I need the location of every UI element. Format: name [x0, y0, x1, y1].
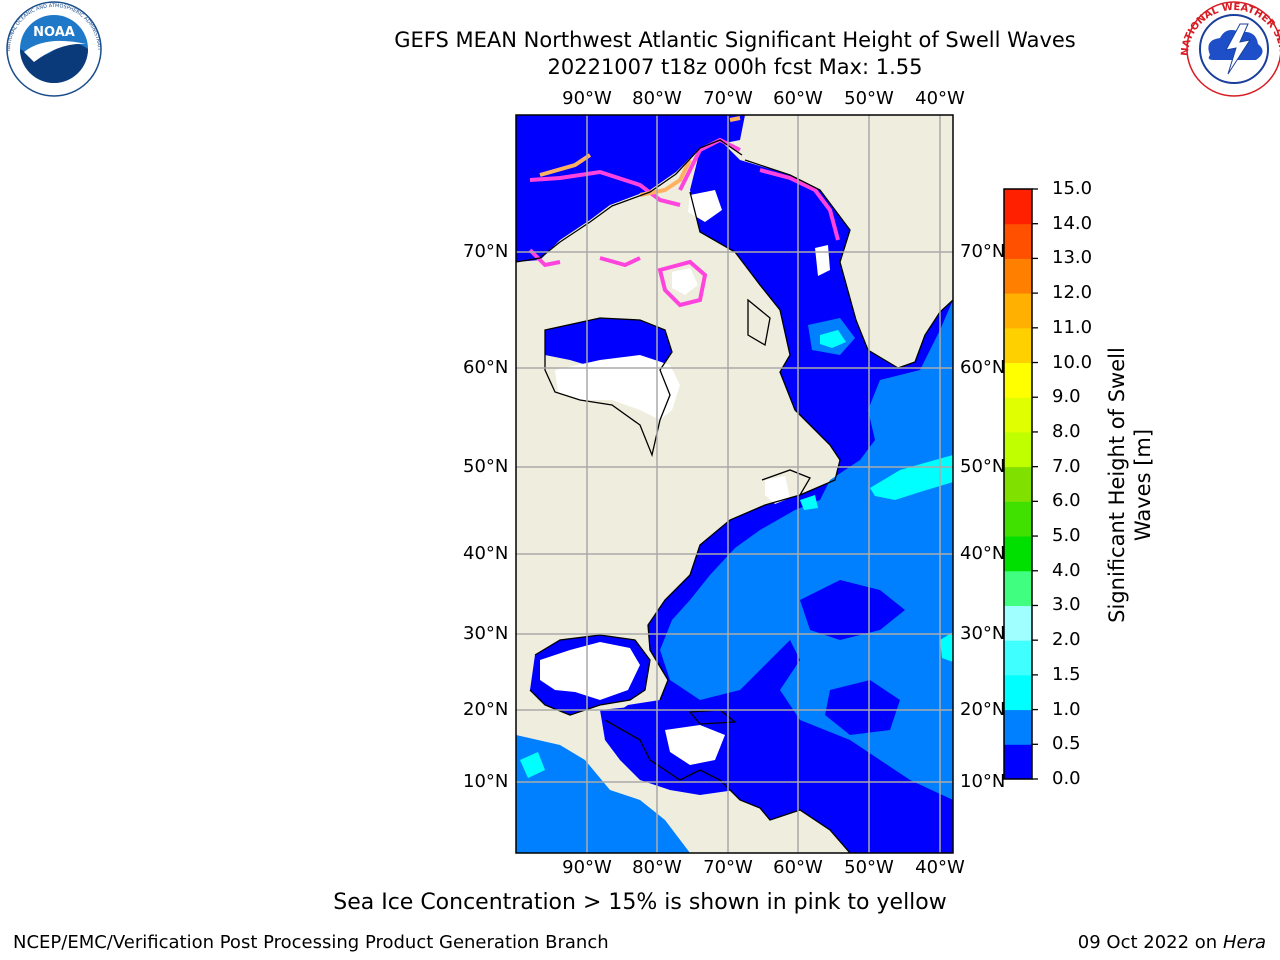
colorbar-tick-label: 0.5 [1052, 733, 1081, 755]
colorbar-tick-label: 9.0 [1052, 386, 1081, 408]
masked-area [540, 190, 830, 765]
colorbar-segment [1004, 709, 1032, 745]
lon-label-top-60w: 60°W [773, 88, 823, 109]
colorbar-frame [1003, 188, 1033, 780]
footer-date: 09 Oct 2022 on Hera [1078, 932, 1266, 953]
footer-date-text: 09 Oct 2022 on [1077, 932, 1218, 953]
swell-zone-high [800, 495, 818, 510]
lat-label-right-40n: 40°N [960, 543, 1006, 564]
colorbar-segment [1004, 189, 1032, 225]
colorbar-tick-label: 15.0 [1052, 178, 1093, 199]
colorbar-segment [1004, 327, 1032, 364]
ocean-region-pacific [516, 735, 690, 853]
colorbar-segment [1004, 744, 1032, 780]
lat-label-left-10n: 10°N [463, 771, 509, 792]
lat-label-right-60n: 60°N [960, 357, 1006, 378]
swell-zone-mid [660, 300, 953, 800]
swell-zone-mid [825, 680, 900, 735]
sea-ice-note: Sea Ice Concentration > 15% is shown in … [333, 890, 947, 915]
lat-label-right-20n: 20°N [960, 699, 1006, 720]
map-gridlines [516, 115, 953, 853]
colorbar-label: Significant Height of Swell Waves [m] [1105, 347, 1155, 623]
ocean-region-arctic [516, 115, 745, 262]
colorbar-segment [1004, 258, 1032, 294]
lon-label-top-50w: 50°W [844, 88, 894, 109]
lat-label-left-30n: 30°N [463, 623, 509, 644]
svg-text:NATIONAL WEATHER SERVICE: NATIONAL WEATHER SERVICE [0, 0, 1280, 60]
colorbar-tick-label: 14.0 [1052, 212, 1093, 234]
colorbar-tick-label: 0.0 [1052, 768, 1081, 789]
colorbar-tick-label: 1.0 [1052, 698, 1081, 720]
swell-zone-high [940, 632, 953, 662]
footer-credit: NCEP/EMC/Verification Post Processing Pr… [13, 932, 609, 953]
colorbar-tick-label: 1.5 [1052, 663, 1081, 685]
sea-ice-edge [539, 116, 741, 197]
lat-label-right-70n: 70°N [960, 241, 1006, 262]
colorbar-segment [1004, 223, 1032, 259]
lat-label-left-70n: 70°N [463, 241, 509, 262]
colorbar-tick-label: 5.0 [1052, 525, 1081, 547]
lat-label-left-60n: 60°N [463, 357, 509, 378]
colorbar-segment [1004, 674, 1032, 711]
colorbar-tick-label: 7.0 [1052, 455, 1081, 477]
coastlines [516, 139, 953, 853]
lon-label-bottom-60w: 60°W [773, 857, 823, 878]
colorbar-tick-label: 11.0 [1052, 316, 1093, 338]
colorbar-tick-label: 6.0 [1052, 490, 1081, 512]
map-frame [515, 114, 954, 854]
colorbar-tick-label: 3.0 [1052, 594, 1081, 616]
noaa-logo-text: NOAA [33, 25, 75, 40]
noaa-logo: NOAA NATIONAL OCEANIC AND ATMOSPHERIC AD… [0, 0, 102, 97]
lon-label-bottom-40w: 40°W [915, 857, 965, 878]
chart-subtitle: 20221007 t18z 000h fcst Max: 1.55 [547, 55, 923, 79]
colorbar-tick-label: 8.0 [1052, 420, 1081, 442]
lat-label-right-30n: 30°N [960, 623, 1006, 644]
lon-label-top-40w: 40°W [915, 88, 965, 109]
lat-label-left-20n: 20°N [463, 699, 509, 720]
colorbar-segment [1004, 570, 1032, 606]
sea-ice [528, 137, 840, 308]
lat-label-left-50n: 50°N [463, 456, 509, 477]
lon-label-top-80w: 80°W [632, 88, 682, 109]
lat-label-right-10n: 10°N [960, 771, 1006, 792]
lat-label-left-40n: 40°N [463, 543, 509, 564]
swell-zone-mid [800, 580, 905, 640]
lon-label-bottom-70w: 70°W [703, 857, 753, 878]
footer-machine: Hera [1222, 932, 1266, 953]
lat-label-right-50n: 50°N [960, 456, 1006, 477]
colorbar-tick-label: 13.0 [1052, 247, 1093, 269]
colorbar-segment [1004, 431, 1032, 468]
lon-label-top-90w: 90°W [562, 88, 612, 109]
lon-label-bottom-80w: 80°W [632, 857, 682, 878]
colorbar-segment [1004, 466, 1032, 502]
colorbar-segment [1004, 536, 1032, 572]
colorbar-segment [1004, 397, 1032, 433]
lon-label-bottom-50w: 50°W [844, 857, 894, 878]
colorbar-segment [1004, 640, 1032, 676]
lon-label-bottom-90w: 90°W [562, 857, 612, 878]
colorbar-tick-label: 12.0 [1052, 282, 1093, 304]
colorbar-tick-label: 4.0 [1052, 559, 1081, 581]
colorbar [1003, 188, 1038, 780]
colorbar-segment [1004, 605, 1032, 641]
lon-label-top-70w: 70°W [703, 88, 753, 109]
swell-zone-high [820, 330, 846, 348]
colorbar-segment [1004, 362, 1032, 398]
map-panel [516, 115, 953, 853]
colorbar-segment [1004, 501, 1032, 537]
colorbar-tick-label: 2.0 [1052, 629, 1081, 651]
chart-title: GEFS MEAN Northwest Atlantic Significant… [394, 28, 1076, 52]
colorbar-segment [1004, 293, 1032, 329]
colorbar-tick-label: 10.0 [1052, 351, 1093, 373]
swell-zone-high [520, 752, 545, 778]
nws-ring-text: NATIONAL WEATHER SERVICE [0, 0, 1280, 60]
nws-logo: NATIONAL WEATHER SERVICE [0, 0, 1280, 97]
